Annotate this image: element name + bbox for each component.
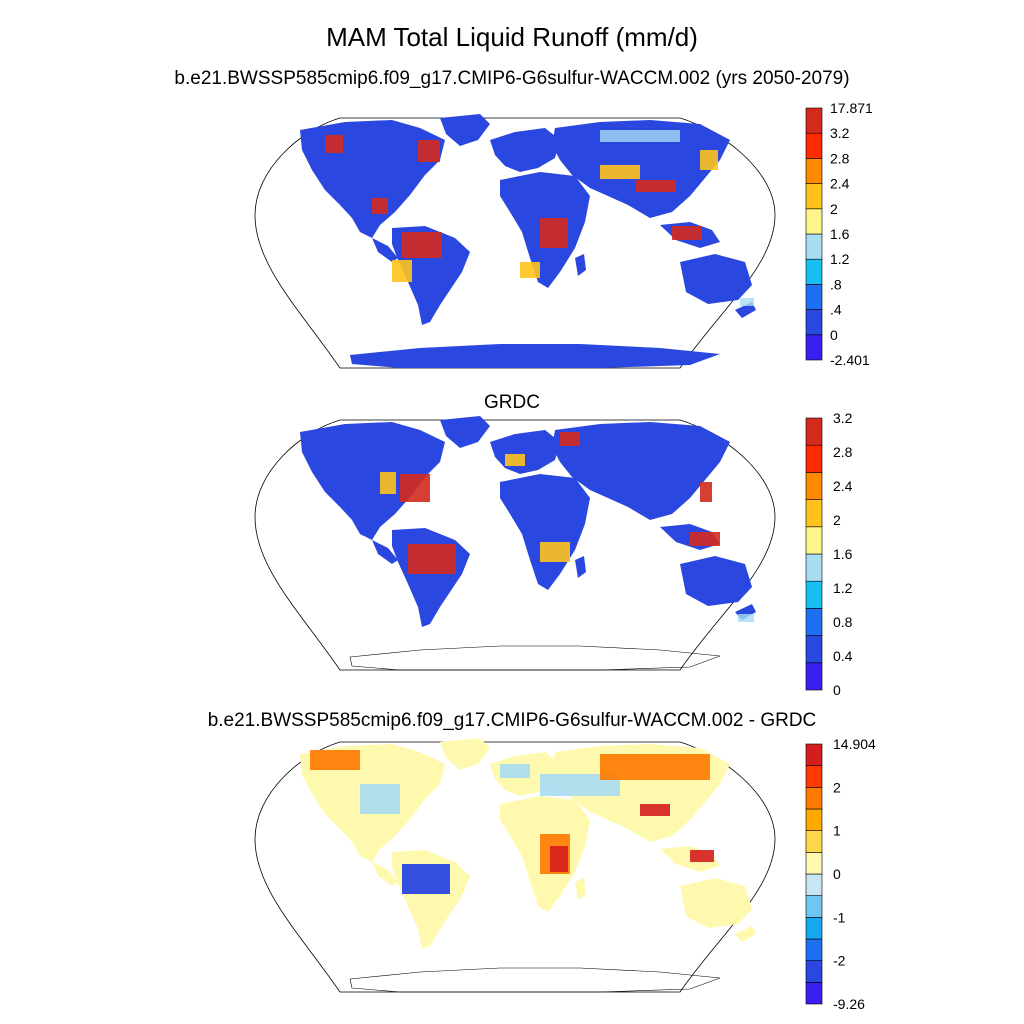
runoff-light [600, 130, 754, 306]
colorbar-swatch [805, 830, 823, 853]
colorbar-label: 1.6 [833, 546, 853, 562]
panel-1-map [254, 114, 776, 369]
colorbar-label: 2.4 [830, 176, 850, 192]
colorbar-swatch [805, 553, 823, 582]
colorbar-swatch [805, 183, 823, 210]
colorbar-swatch [805, 635, 823, 664]
colorbar-label: 2 [833, 512, 841, 528]
colorbar-swatch [805, 895, 823, 918]
panel-2-map [254, 416, 776, 671]
runoff-light [738, 614, 754, 622]
colorbar-swatch [805, 662, 823, 691]
colorbar-swatch [805, 334, 823, 361]
colorbar-swatch [805, 938, 823, 961]
colorbar-label: 2.4 [833, 478, 853, 494]
colorbar-swatch [805, 608, 823, 636]
colorbar-swatch [805, 526, 823, 555]
colorbar-label: .8 [830, 276, 842, 292]
colorbar-swatch [805, 158, 823, 184]
runoff-mid [380, 454, 570, 562]
panel-1-subtitle: b.e21.BWSSP585cmip6.f09_g17.CMIP6-G6sulf… [174, 68, 850, 89]
colorbar-swatch [805, 107, 823, 134]
panel-3-subtitle: b.e21.BWSSP585cmip6.f09_g17.CMIP6-G6sulf… [207, 710, 817, 731]
runoff-highlights [325, 135, 702, 258]
colorbar-label: 14.904 [833, 736, 876, 752]
colorbar-swatch [805, 765, 823, 788]
colorbar-swatch [805, 472, 823, 500]
colorbar-label: 1.2 [830, 251, 850, 267]
colorbars: -2.4010.4.81.21.622.42.83.217.87100.40.8… [805, 100, 876, 1012]
colorbar-swatch [805, 852, 823, 875]
colorbar-label: -2 [833, 953, 846, 969]
colorbar-swatch [805, 917, 823, 940]
colorbar-label: -9.26 [833, 996, 865, 1012]
colorbar-swatch [805, 743, 823, 766]
colorbar-label: 0.8 [833, 614, 853, 630]
colorbar-label: 0 [830, 327, 838, 343]
colorbar-swatch [805, 208, 823, 235]
colorbar-grdc: 0 0.4 0.8 1.2 1.6 2 2.4 2.8 3.2 [805, 410, 853, 698]
colorbar-swatch [805, 258, 823, 285]
colorbar-swatch [805, 982, 823, 1005]
diff-negative [402, 864, 450, 894]
colorbar-label: 17.871 [830, 100, 873, 116]
panel-2-subtitle: GRDC [484, 392, 540, 413]
colorbar-label: 2.8 [830, 150, 850, 166]
colorbar-swatch [805, 580, 823, 609]
colorbar-model: -2.401 0 .4 .8 1.2 1.6 2 2.4 2.8 3.2 17.871 [805, 100, 873, 368]
colorbar-label: 2.8 [833, 444, 853, 460]
diff-strong-positive [550, 804, 714, 872]
colorbar-difference: -9.26 -2 -1 0 1 2 14.904 [805, 736, 876, 1012]
panel-3-map [254, 738, 776, 993]
colorbar-label: 1.2 [833, 580, 853, 596]
colorbar-label: 0 [833, 866, 841, 882]
colorbar-label: 1 [833, 823, 841, 839]
colorbar-swatch [805, 808, 823, 831]
diff-positive [310, 750, 710, 874]
colorbar-swatch [805, 417, 823, 446]
colorbar-label: 3.2 [830, 125, 850, 141]
figure-title: MAM Total Liquid Runoff (mm/d) [326, 22, 698, 52]
colorbar-swatch [805, 309, 823, 336]
colorbar-label: 0.4 [833, 648, 853, 664]
colorbar-swatch [805, 444, 823, 473]
colorbar-swatch [805, 233, 823, 260]
colorbar-swatch [805, 284, 823, 310]
colorbar-label: 0 [833, 682, 841, 698]
colorbar-swatch [805, 787, 823, 810]
colorbar-swatch [805, 499, 823, 528]
colorbar-label: .4 [830, 302, 842, 318]
colorbar-swatch [805, 960, 823, 983]
colorbar-swatch [805, 873, 823, 896]
diff-light-negative [360, 764, 620, 814]
colorbar-label: 2 [833, 779, 841, 795]
colorbar-swatch [805, 132, 823, 159]
colorbar-label: -1 [833, 909, 846, 925]
colorbar-label: 1.6 [830, 226, 850, 242]
colorbar-label: 3.2 [833, 410, 853, 426]
runoff-mid [392, 150, 718, 282]
runoff-highlights [400, 432, 720, 574]
colorbar-label: 2 [830, 201, 838, 217]
colorbar-label: -2.401 [830, 352, 870, 368]
